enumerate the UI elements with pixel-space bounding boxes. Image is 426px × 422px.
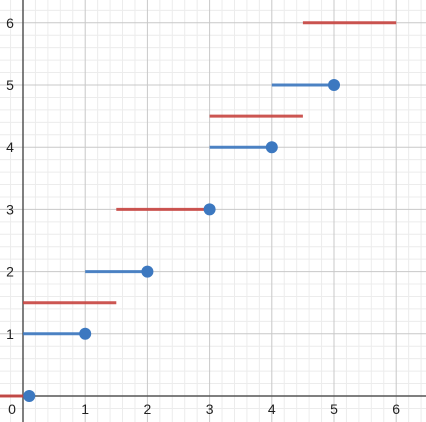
series-point [203, 203, 216, 216]
x-tick-label: 3 [206, 401, 214, 417]
series-point [328, 79, 340, 91]
y-tick-label: 2 [6, 264, 14, 280]
y-tick-label: 1 [6, 326, 14, 342]
tick-labels: 0 1 2 3 4 5 6 1 2 3 4 5 6 [6, 15, 400, 417]
x-tick-label: 0 [8, 401, 16, 417]
x-tick-label: 6 [392, 401, 400, 417]
y-tick-label: 6 [6, 15, 14, 31]
series-point [265, 141, 278, 154]
x-tick-label: 1 [81, 401, 89, 417]
y-tick-label: 5 [6, 77, 14, 93]
x-tick-label: 4 [268, 401, 276, 417]
series-point [79, 327, 92, 340]
x-tick-label: 5 [330, 401, 338, 417]
series-point [23, 390, 36, 402]
series-layer [0, 21, 397, 402]
y-tick-label: 3 [6, 201, 14, 217]
y-tick-label: 4 [6, 139, 14, 155]
series-point [141, 265, 154, 278]
x-tick-label: 2 [144, 401, 152, 417]
